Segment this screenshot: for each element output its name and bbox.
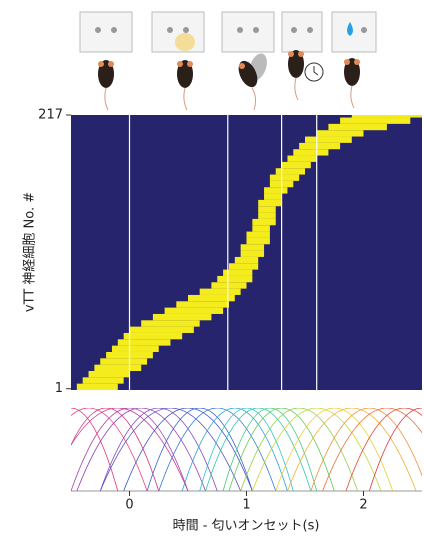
x-tick-label: 2: [359, 498, 367, 513]
tuning-curve: [345, 408, 422, 491]
row-activity: [252, 225, 270, 232]
row-activity: [351, 115, 422, 118]
row-activity: [88, 370, 130, 378]
tuning-curve: [99, 408, 218, 491]
y-axis-label: vTT 神経細胞 No. #: [23, 192, 38, 312]
tuning-curve: [71, 408, 189, 491]
tuning-curve: [275, 408, 394, 491]
tuning-curve: [368, 408, 422, 491]
row-activity: [264, 193, 282, 200]
tuning-curve: [123, 408, 253, 491]
row-activity: [264, 187, 288, 194]
row-activity: [188, 294, 235, 302]
tuning-curve: [71, 408, 119, 491]
row-activity: [299, 142, 341, 150]
tuning-curve: [322, 408, 422, 491]
row-activity: [82, 377, 124, 384]
tuning-curve: [158, 408, 277, 491]
row-activity: [275, 168, 305, 175]
row-activity: [305, 136, 352, 143]
tuning-curves: [71, 408, 422, 491]
row-activity: [141, 320, 200, 327]
row-activity: [246, 231, 270, 238]
row-activity: [223, 269, 253, 276]
row-activity: [176, 301, 229, 308]
row-activity: [129, 326, 194, 333]
row-activity: [316, 130, 364, 137]
y-tick-label: 1: [55, 381, 63, 396]
row-activity: [340, 117, 411, 124]
tuning-curve: [99, 408, 242, 491]
tuning-curve: [287, 408, 417, 491]
tuning-curve: [199, 408, 294, 491]
icons: [79, 11, 377, 111]
row-activity: [258, 206, 276, 213]
row-activity: [123, 332, 183, 340]
row-activity: [269, 174, 300, 181]
row-activity: [76, 383, 118, 390]
row-activity: [100, 358, 148, 365]
row-activity: [117, 339, 171, 346]
row-activity: [234, 256, 259, 264]
row-activity: [211, 282, 247, 289]
row-activity: [258, 212, 276, 219]
tuning-curve: [71, 408, 189, 491]
x-tick-label: 1: [242, 498, 250, 513]
row-activity: [281, 161, 311, 169]
y-tick-label: 217: [38, 108, 63, 123]
row-activity: [240, 250, 265, 257]
row-activity: [111, 345, 159, 352]
tuning-curve: [71, 408, 148, 491]
row-activity: [293, 149, 329, 156]
tuning-curve: [228, 408, 335, 491]
tuning-curve: [240, 408, 359, 491]
tuning-curve: [76, 408, 206, 491]
x-tick-label: 0: [125, 498, 133, 513]
row-activity: [152, 313, 212, 321]
row-activity: [164, 307, 224, 314]
row-activity: [258, 199, 282, 207]
x-axis-label: 時間 - 匂いオンセット(s): [173, 519, 320, 534]
row-activity: [246, 237, 270, 245]
row-activity: [94, 364, 142, 371]
tuning-curve: [205, 408, 312, 491]
row-activity: [240, 244, 265, 251]
row-activity: [217, 275, 253, 283]
row-activity: [252, 218, 276, 226]
row-activity: [199, 288, 241, 295]
row-activity: [328, 123, 387, 131]
tuning-curve: [146, 408, 253, 491]
row-activity: [228, 263, 259, 270]
tuning-curve: [310, 408, 422, 491]
tuning-curve: [251, 408, 382, 491]
row-activity: [287, 155, 317, 162]
tuning-curve: [181, 408, 288, 491]
tuning-curve: [222, 408, 318, 491]
tuning-curve: [71, 408, 160, 491]
